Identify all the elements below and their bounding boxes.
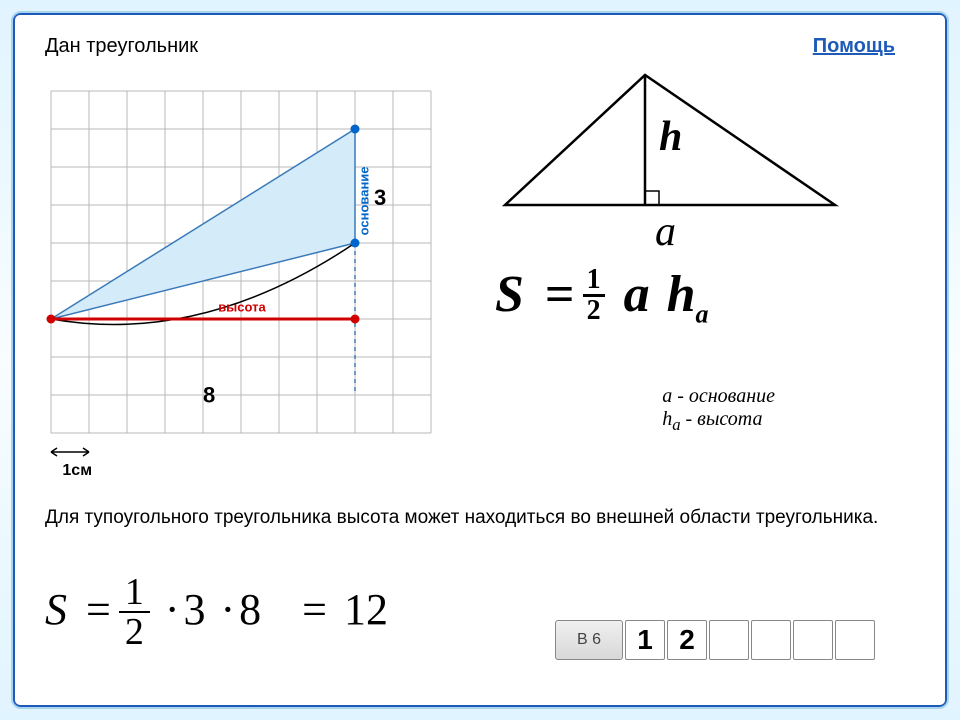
legend-a: a xyxy=(662,385,672,407)
grid-svg: 3 8 основание высота 1см xyxy=(45,85,445,505)
formula-num: 1 xyxy=(583,266,605,297)
svg-text:1см: 1см xyxy=(62,462,92,479)
formula-sub: a xyxy=(695,299,708,328)
reference-triangle: h a xyxy=(475,55,855,260)
answer-cell[interactable]: 1 xyxy=(625,620,665,660)
formula-legend: a - основание ha - высота xyxy=(662,385,775,435)
formula-h: h xyxy=(667,266,696,323)
answer-cell[interactable] xyxy=(793,620,833,660)
area-formula: S = 1 2 a ha xyxy=(495,265,815,329)
legend-h-sub: a xyxy=(672,415,680,434)
svg-text:a: a xyxy=(655,209,676,255)
svg-text:8: 8 xyxy=(203,383,215,408)
calc-S: S xyxy=(45,585,67,634)
answer-label: В 6 xyxy=(555,620,623,660)
formula-den: 2 xyxy=(583,297,605,325)
answer-cell[interactable] xyxy=(751,620,791,660)
svg-text:h: h xyxy=(659,114,682,160)
answer-cell[interactable] xyxy=(709,620,749,660)
answer-cell[interactable] xyxy=(835,620,875,660)
answer-box: В 6 1 2 xyxy=(555,620,875,660)
formula-a: a xyxy=(624,266,650,323)
calc-den: 2 xyxy=(119,613,150,651)
svg-text:высота: высота xyxy=(218,299,266,314)
grid-diagram: 3 8 основание высота 1см xyxy=(45,85,445,510)
svg-text:основание: основание xyxy=(356,166,371,235)
legend-h: h xyxy=(662,408,672,430)
svg-text:3: 3 xyxy=(374,185,386,210)
calculation: S = 1 2 ·3 ·8 = 12 xyxy=(45,575,388,653)
answer-cell[interactable]: 2 xyxy=(667,620,707,660)
explanation-text: Для тупоугольного треугольника высота мо… xyxy=(45,505,915,532)
legend-a-text: - основание xyxy=(672,385,775,407)
calc-v1: 3 xyxy=(183,585,205,634)
legend-h-text: - высота xyxy=(681,408,763,430)
formula-S: S xyxy=(495,266,524,323)
calc-v2: 8 xyxy=(239,585,261,634)
calc-result: 12 xyxy=(344,585,388,634)
formula-eq: = xyxy=(545,266,575,323)
calc-num: 1 xyxy=(119,573,150,613)
